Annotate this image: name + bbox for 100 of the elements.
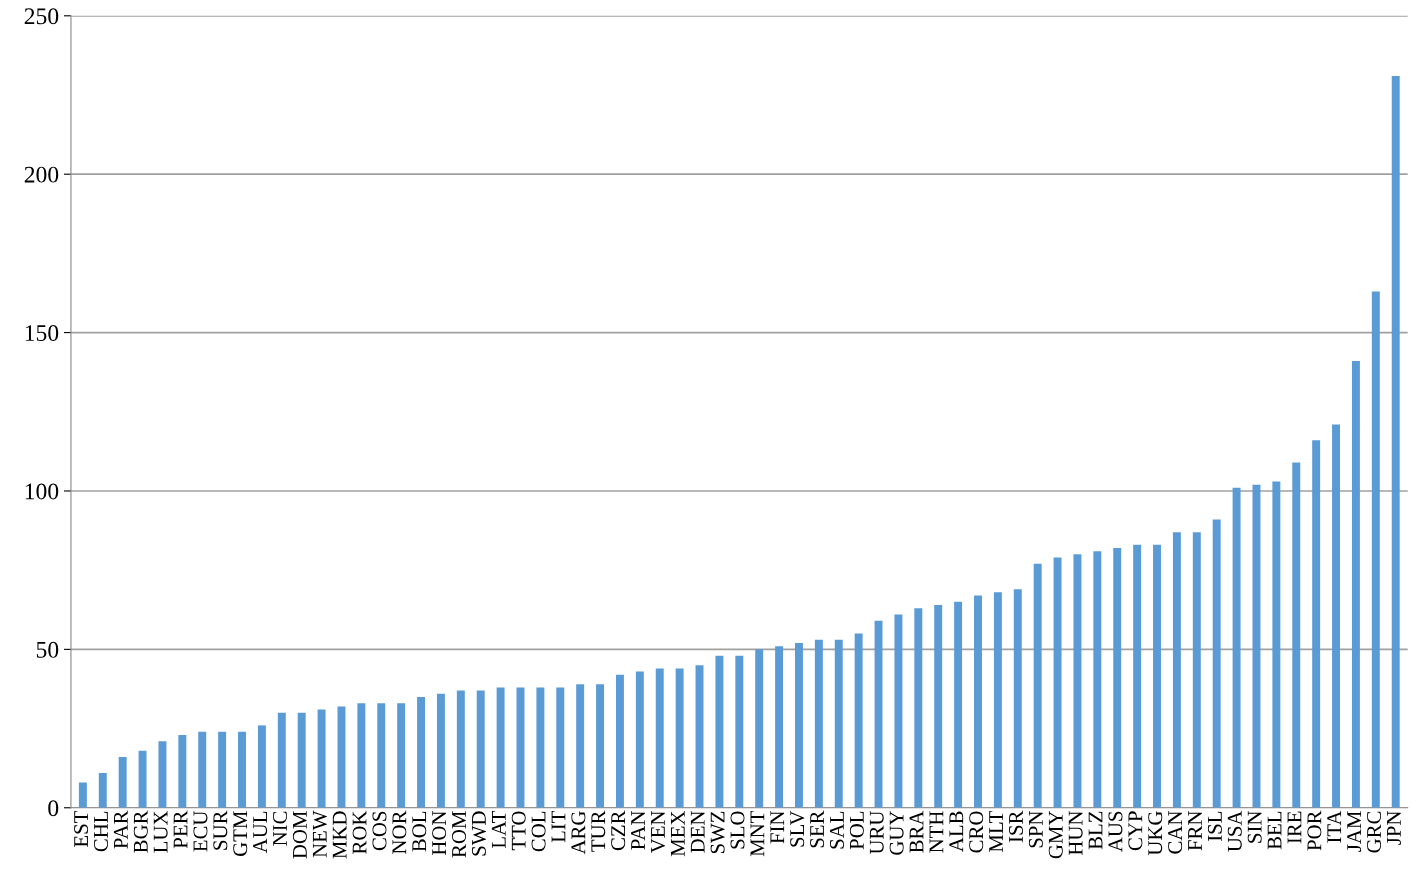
bar	[615, 674, 624, 808]
bar	[536, 687, 545, 808]
y-tick-label: 150	[25, 325, 59, 342]
x-tick-label: FRN	[1188, 811, 1202, 851]
x-tick-label: SLV	[790, 810, 805, 847]
bar	[1212, 519, 1221, 808]
bar	[436, 693, 445, 808]
x-tick-label: AUL	[253, 811, 268, 854]
x-tick-label: LUX	[153, 810, 168, 853]
x-tick-label: TTO	[511, 811, 526, 851]
y-tick-label: 100	[25, 483, 59, 500]
x-tick-label: SPN	[1028, 811, 1043, 848]
x-tick-label: CHL	[93, 811, 108, 852]
x-tick-label: ISR	[1008, 810, 1023, 843]
x-tick-label: ARG	[571, 811, 586, 855]
y-tick-label: 200	[24, 166, 59, 183]
x-tick-label: PER	[173, 810, 188, 849]
x-tick-label: NOR	[392, 810, 407, 854]
bar	[894, 614, 903, 808]
x-tick-label: GUY	[889, 811, 904, 855]
x-tick-label: SUR	[213, 810, 228, 850]
bar	[277, 712, 286, 808]
x-tick-label: UKG	[1148, 811, 1163, 856]
y-tick-label: 0	[48, 800, 59, 817]
bar	[1033, 563, 1042, 808]
x-tick-label: MLT	[989, 810, 1003, 853]
bar	[556, 687, 565, 808]
x-tick-label: SIN	[1247, 811, 1262, 843]
x-tick-label: MNT	[750, 810, 765, 857]
bar	[576, 684, 585, 808]
x-tick-label: SER	[810, 810, 825, 848]
x-tick-label: USA	[1227, 810, 1242, 852]
bar	[1292, 462, 1301, 808]
x-tick-label: FIN	[770, 811, 785, 844]
x-tick-label: GRC	[1367, 811, 1382, 853]
x-tick-label: DOM	[292, 811, 307, 859]
bar	[1133, 544, 1142, 808]
bar	[954, 601, 963, 808]
x-tick-label: PAN	[631, 811, 645, 850]
bar	[794, 643, 803, 808]
x-tick-label: BEL	[1267, 811, 1282, 850]
bar	[854, 633, 863, 808]
bar	[1272, 481, 1281, 808]
x-tick-label: SLO	[730, 811, 745, 849]
bar	[158, 741, 167, 808]
bar	[1391, 75, 1400, 808]
bar	[1073, 554, 1082, 808]
x-tick-label: EST	[74, 810, 89, 847]
bar	[1332, 424, 1341, 808]
x-tick-label: SWD	[471, 811, 487, 856]
x-tick-label: ALB	[949, 811, 964, 852]
x-tick-label: BGR	[133, 810, 148, 853]
bar	[218, 731, 227, 808]
x-tick-label: ECU	[193, 810, 208, 852]
bar	[178, 734, 187, 808]
x-tick-label: CZR	[611, 810, 626, 851]
x-tick-label: BLZ	[1088, 811, 1103, 850]
bar	[297, 712, 306, 808]
x-tick-label: BRA	[909, 810, 924, 853]
bar	[874, 620, 883, 808]
bar	[1371, 291, 1380, 808]
bar	[317, 709, 326, 808]
bar	[78, 782, 87, 808]
x-tick-label: NTH	[929, 811, 944, 853]
bar	[337, 706, 346, 808]
bar	[1232, 487, 1241, 808]
bar	[675, 668, 684, 808]
x-tick-label: TUR	[591, 810, 606, 852]
bar	[1312, 440, 1321, 808]
x-tick-label: NIC	[273, 811, 288, 846]
bar	[834, 639, 843, 808]
bar	[934, 605, 943, 808]
x-tick-label: LAT	[491, 810, 506, 849]
x-tick-label: DEN	[690, 811, 705, 853]
bar	[357, 703, 366, 808]
x-tick-label: URU	[869, 810, 884, 855]
bar	[974, 595, 982, 808]
x-tick-label: ISL	[1207, 811, 1222, 842]
bar	[1013, 589, 1022, 808]
bar	[914, 608, 923, 808]
bar	[993, 592, 1002, 808]
bar	[257, 725, 266, 808]
bar	[1351, 361, 1360, 808]
bar	[596, 684, 605, 808]
y-tick-label: 50	[36, 641, 59, 658]
x-tick-label: NEW	[312, 810, 327, 858]
x-tick-label: ROK	[352, 810, 367, 854]
x-tick-label: SWZ	[710, 811, 725, 854]
x-tick-label: COS	[372, 811, 387, 851]
bar	[1172, 532, 1181, 808]
x-tick-label: JPN	[1387, 811, 1401, 845]
bar	[238, 731, 246, 808]
x-tick-label: IRE	[1287, 811, 1302, 844]
bar	[1093, 551, 1102, 808]
bar	[98, 772, 107, 808]
bar	[377, 703, 386, 808]
bar	[655, 668, 664, 808]
y-tick-label: 250	[24, 8, 59, 25]
x-tick-label: CRO	[969, 811, 984, 853]
x-tick-label: PAR	[113, 810, 128, 849]
